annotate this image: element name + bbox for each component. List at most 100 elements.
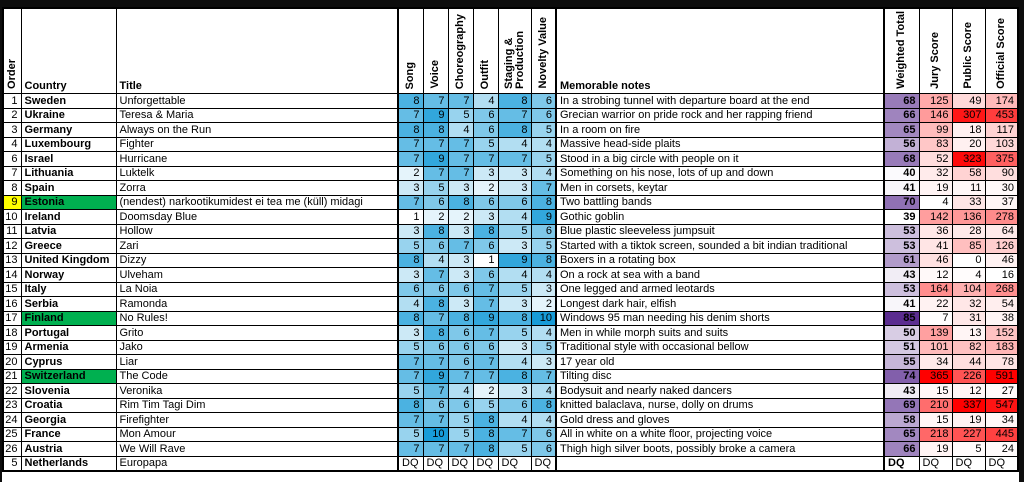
cell-staging[interactable]: 8 [497,122,532,138]
cell-choreography[interactable]: 6 [447,354,474,370]
cell-notes[interactable]: Started with a tiktok screen, sounded a … [555,238,885,254]
cell-order[interactable]: 8 [2,180,22,196]
cell-weighted-total[interactable]: 68 [883,151,920,167]
cell-public-score[interactable]: 20 [951,136,986,152]
cell-title[interactable]: Veronika [115,383,399,399]
cell-song[interactable]: 8 [397,93,424,109]
cell-outfit[interactable]: 1 [472,252,499,268]
cell-novelty[interactable]: 2 [530,296,557,312]
cell-staging[interactable]: 4 [497,354,532,370]
cell-notes[interactable]: Blue plastic sleeveless jumpsuit [555,223,885,239]
cell-outfit[interactable]: 6 [472,122,499,138]
cell-outfit[interactable]: 9 [472,310,499,326]
cell-weighted-total[interactable]: 85 [883,310,920,326]
cell-country[interactable]: Austria [20,441,117,457]
cell-choreography[interactable]: 6 [447,397,474,413]
cell-official-score[interactable]: 278 [984,209,1019,225]
col-header-outfit[interactable]: Outfit [472,7,499,94]
cell-public-score[interactable]: 136 [951,209,986,225]
cell-voice[interactable]: 8 [422,122,449,138]
cell-order[interactable]: 23 [2,397,22,413]
cell-novelty[interactable]: 6 [530,426,557,442]
cell-jury-score[interactable]: 15 [918,412,953,428]
cell-title[interactable]: Doomsday Blue [115,209,399,225]
cell-novelty[interactable]: 4 [530,165,557,181]
cell-notes[interactable]: Bodysuit and nearly naked dancers [555,383,885,399]
cell-outfit[interactable]: DQ [472,455,499,471]
cell-choreography[interactable]: 3 [447,252,474,268]
cell-country[interactable]: Switzerland [20,368,117,384]
cell-choreography[interactable]: 6 [447,339,474,355]
cell-title[interactable]: La Noia [115,281,399,297]
cell-novelty[interactable]: 6 [530,107,557,123]
cell-official-score[interactable]: 268 [984,281,1019,297]
cell-staging[interactable]: 4 [497,136,532,152]
cell-notes[interactable]: In a strobing tunnel with departure boar… [555,93,885,109]
cell-country[interactable]: United Kingdom [20,252,117,268]
cell-notes[interactable]: Stood in a big circle with people on it [555,151,885,167]
cell-order[interactable]: 25 [2,426,22,442]
cell-official-score[interactable]: 445 [984,426,1019,442]
cell-outfit[interactable]: 2 [472,383,499,399]
cell-outfit[interactable]: 3 [472,165,499,181]
cell-choreography[interactable]: 7 [447,368,474,384]
col-header-song[interactable]: Song [397,7,424,94]
cell-novelty[interactable]: 9 [530,209,557,225]
cell-song[interactable]: 4 [397,296,424,312]
cell-order[interactable]: 26 [2,441,22,457]
cell-song[interactable]: 7 [397,194,424,210]
cell-voice[interactable]: 4 [422,252,449,268]
col-header-public-score[interactable]: Public Score [951,7,986,94]
cell-notes[interactable] [555,455,885,471]
cell-staging[interactable]: 5 [497,325,532,341]
cell-staging[interactable]: 7 [497,426,532,442]
cell-voice[interactable]: 7 [422,267,449,283]
cell-novelty[interactable]: 5 [530,339,557,355]
cell-song[interactable]: 7 [397,354,424,370]
cell-choreography[interactable]: 7 [447,93,474,109]
cell-novelty[interactable]: 5 [530,122,557,138]
cell-order[interactable]: 18 [2,325,22,341]
cell-order[interactable]: 16 [2,296,22,312]
cell-country[interactable]: Ukraine [20,107,117,123]
cell-outfit[interactable]: 7 [472,151,499,167]
cell-public-score[interactable]: 226 [951,368,986,384]
cell-official-score[interactable]: 103 [984,136,1019,152]
cell-staging[interactable]: 4 [497,209,532,225]
cell-country[interactable]: Germany [20,122,117,138]
cell-staging[interactable]: 8 [497,93,532,109]
cell-voice[interactable]: 8 [422,223,449,239]
cell-jury-score[interactable]: 36 [918,223,953,239]
cell-title[interactable]: We Will Rave [115,441,399,457]
cell-official-score[interactable]: 183 [984,339,1019,355]
cell-novelty[interactable]: 5 [530,151,557,167]
cell-choreography[interactable]: 3 [447,267,474,283]
cell-order[interactable]: 10 [2,209,22,225]
cell-country[interactable]: Luxembourg [20,136,117,152]
cell-song[interactable]: 8 [397,310,424,326]
cell-staging[interactable]: 3 [497,238,532,254]
cell-staging[interactable]: 5 [497,441,532,457]
cell-staging[interactable]: 4 [497,267,532,283]
cell-official-score[interactable]: 453 [984,107,1019,123]
cell-public-score[interactable]: 85 [951,238,986,254]
cell-staging[interactable]: 3 [497,165,532,181]
cell-jury-score[interactable]: 19 [918,441,953,457]
cell-staging[interactable]: 7 [497,107,532,123]
cell-staging[interactable]: 8 [497,310,532,326]
cell-choreography[interactable]: 6 [447,281,474,297]
cell-order[interactable]: 3 [2,122,22,138]
cell-country[interactable]: Norway [20,267,117,283]
cell-order[interactable]: 14 [2,267,22,283]
cell-public-score[interactable]: 227 [951,426,986,442]
cell-novelty[interactable]: 4 [530,412,557,428]
cell-staging[interactable]: 6 [497,194,532,210]
cell-choreography[interactable]: 4 [447,383,474,399]
cell-official-score[interactable]: 24 [984,441,1019,457]
cell-novelty[interactable]: 4 [530,325,557,341]
cell-staging[interactable]: 3 [497,339,532,355]
cell-title[interactable]: Jako [115,339,399,355]
cell-order[interactable]: 1 [2,93,22,109]
cell-novelty[interactable]: 6 [530,93,557,109]
cell-public-score[interactable]: 49 [951,93,986,109]
